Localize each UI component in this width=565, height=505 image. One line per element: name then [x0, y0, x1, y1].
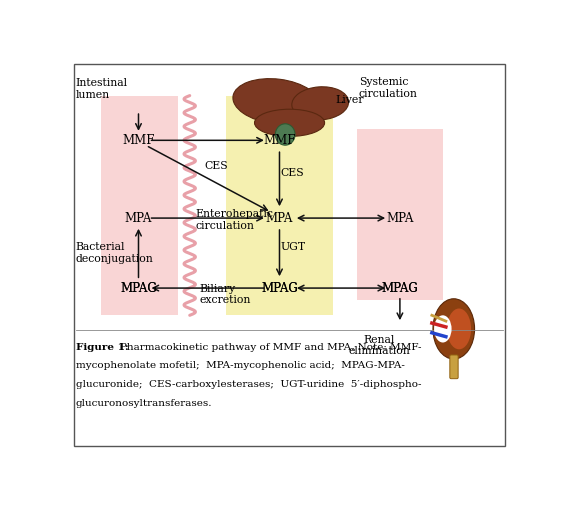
- Bar: [358, 129, 443, 300]
- Bar: [101, 95, 178, 315]
- Text: mycophenolate mofetil;  MPA-mycophenolic acid;  MPAG-MPA-: mycophenolate mofetil; MPA-mycophenolic …: [76, 361, 405, 370]
- Ellipse shape: [434, 315, 451, 342]
- Text: Liver: Liver: [336, 95, 364, 105]
- Text: MMF: MMF: [263, 134, 295, 147]
- Text: CES: CES: [281, 168, 305, 178]
- Text: MPA: MPA: [266, 212, 293, 225]
- Text: Figure 1:: Figure 1:: [76, 342, 132, 351]
- Text: Biliary
excretion: Biliary excretion: [200, 284, 251, 306]
- Bar: [226, 95, 333, 315]
- Ellipse shape: [275, 124, 295, 145]
- Text: MPAG: MPAG: [381, 282, 418, 294]
- Ellipse shape: [254, 109, 324, 136]
- Text: MPAG: MPAG: [261, 282, 298, 294]
- Text: UGT: UGT: [281, 242, 306, 252]
- Text: Bacterial
deconjugation: Bacterial deconjugation: [75, 242, 153, 264]
- Text: MPA: MPA: [386, 212, 414, 225]
- Text: glucuronide;  CES-carboxylesterases;  UGT-uridine  5′-diphospho-: glucuronide; CES-carboxylesterases; UGT-…: [76, 380, 421, 389]
- Text: Enterohepatic
circulation: Enterohepatic circulation: [195, 209, 273, 231]
- Text: Systemic
circulation: Systemic circulation: [359, 77, 418, 98]
- Ellipse shape: [292, 87, 349, 120]
- Text: MMF: MMF: [122, 134, 155, 147]
- Text: Intestinal
lumen: Intestinal lumen: [76, 78, 128, 99]
- Ellipse shape: [433, 299, 475, 359]
- Text: MPAG: MPAG: [120, 282, 157, 294]
- Text: MPAG: MPAG: [120, 282, 157, 294]
- Text: MPAG: MPAG: [261, 282, 298, 294]
- Text: MPA: MPA: [125, 212, 152, 225]
- Ellipse shape: [233, 79, 320, 124]
- Text: MPAG: MPAG: [381, 282, 418, 294]
- Text: glucuronosyltransferases.: glucuronosyltransferases.: [76, 398, 212, 408]
- FancyBboxPatch shape: [450, 355, 458, 379]
- Text: Renal
elimination: Renal elimination: [348, 335, 410, 357]
- Text: Pharmacokinetic pathway of MMF and MPA. Note: MMF-: Pharmacokinetic pathway of MMF and MPA. …: [120, 342, 421, 351]
- Text: CES: CES: [204, 161, 228, 171]
- Ellipse shape: [447, 309, 471, 349]
